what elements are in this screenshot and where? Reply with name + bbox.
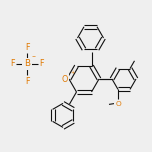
Text: F: F (25, 76, 29, 85)
Text: −: − (31, 55, 36, 59)
Text: +: + (71, 70, 75, 75)
Text: F: F (40, 59, 44, 69)
Text: O: O (115, 101, 121, 107)
Text: F: F (25, 43, 29, 52)
Text: O: O (61, 74, 67, 83)
Text: F: F (10, 59, 14, 69)
Text: B: B (24, 59, 30, 69)
